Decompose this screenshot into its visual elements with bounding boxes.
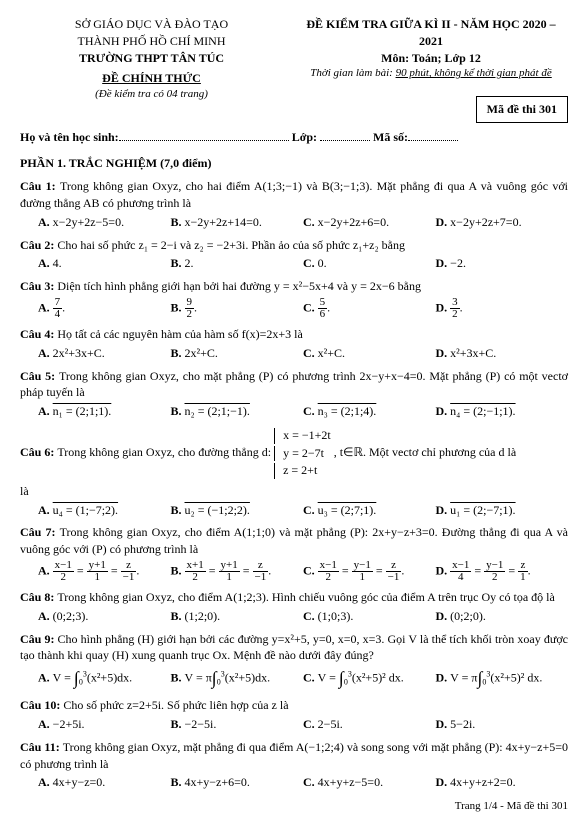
header-left: SỞ GIÁO DỤC VÀ ĐÀO TẠO THÀNH PHỐ HỒ CHÍ … bbox=[20, 16, 283, 123]
q2: Câu 2: Cho hai số phức z₁ = 2−i và z₂ = … bbox=[20, 237, 568, 254]
q3: Câu 3: Diện tích hình phẳng giới hạn bởi… bbox=[20, 278, 568, 295]
class-field bbox=[320, 140, 370, 141]
q8: Câu 8: Trong không gian Oxyz, cho điểm A… bbox=[20, 589, 568, 606]
q5-options: A. n₁ = (2;1;1). B. n₂ = (2;1;−1). C. n₃… bbox=[20, 403, 568, 420]
q10: Câu 10: Cho số phức z=2+5i. Số phức liên… bbox=[20, 697, 568, 714]
student-row: Họ và tên học sinh: Lớp: Mã số: bbox=[20, 129, 568, 146]
subject: Môn: Toán; Lớp 12 bbox=[294, 50, 568, 67]
code-box-wrap: Mã đề thi 301 bbox=[294, 92, 568, 123]
exam-code: Mã đề thi 301 bbox=[476, 96, 568, 123]
q6-options: A. u₄ = (1;−7;2). B. u₂ = (−1;2;2). C. u… bbox=[20, 502, 568, 519]
q7: Câu 7: Trong không gian Oxyz, cho điểm A… bbox=[20, 524, 568, 558]
class-label: Lớp: bbox=[292, 130, 317, 144]
pages-note: (Đề kiểm tra có 04 trang) bbox=[20, 87, 283, 102]
q1-text: Trong không gian Oxyz, cho hai điểm A(1;… bbox=[20, 179, 568, 210]
q11-options: A. 4x+y−z=0. B. 4x+y−z+6=0. C. 4x+y+z−5=… bbox=[20, 774, 568, 791]
city: THÀNH PHỐ HỒ CHÍ MINH bbox=[20, 33, 283, 50]
q7-options: A. x−12 = y+11 = z−1. B. x+12 = y+11 = z… bbox=[20, 560, 568, 583]
section-title: PHẦN 1. TRẮC NGHIỆM (7,0 điểm) bbox=[20, 155, 568, 172]
q2-options: A. 4. B. 2. C. 0. D. −2. bbox=[20, 255, 568, 272]
id-field bbox=[408, 140, 458, 141]
q9-options: A. V = ∫03(x²+5)dx. B. V = π∫03(x²+5)dx.… bbox=[20, 666, 568, 691]
q4: Câu 4: Họ tất cả các nguyên hàm của hàm … bbox=[20, 326, 568, 343]
official: ĐỀ CHÍNH THỨC bbox=[20, 70, 283, 87]
q3-options: A. 74. B. 92. C. 56. D. 32. bbox=[20, 297, 568, 320]
q4-options: A. 2x²+3x+C. B. 2x²+C. C. x²+C. D. x²+3x… bbox=[20, 345, 568, 362]
q6-cont: là bbox=[20, 483, 568, 500]
q11: Câu 11: Trong không gian Oxyz, mặt phẳng… bbox=[20, 739, 568, 773]
q9: Câu 9: Cho hình phẳng (H) giới hạn bởi c… bbox=[20, 631, 568, 665]
q8-options: A. (0;2;3). B. (1;2;0). C. (1;0;3). D. (… bbox=[20, 608, 568, 625]
header-block: SỞ GIÁO DỤC VÀ ĐÀO TẠO THÀNH PHỐ HỒ CHÍ … bbox=[20, 16, 568, 123]
student-label: Họ và tên học sinh: bbox=[20, 130, 119, 144]
time-row: Thời gian làm bài: 90 phút, không kể thờ… bbox=[294, 66, 568, 81]
q6: Câu 6: Trong không gian Oxyz, cho đường … bbox=[20, 426, 568, 481]
id-label: Mã số: bbox=[373, 130, 408, 144]
student-field bbox=[119, 140, 289, 141]
time-value: 90 phút, không kể thời gian phát đề bbox=[396, 67, 552, 79]
q1-options: A. x−2y+2z−5=0. B. x−2y+2z+14=0. C. x−2y… bbox=[20, 214, 568, 231]
time-label: Thời gian làm bài: bbox=[310, 67, 395, 79]
q10-options: A. −2+5i. B. −2−5i. C. 2−5i. D. 5−2i. bbox=[20, 716, 568, 733]
ministry: SỞ GIÁO DỤC VÀ ĐÀO TẠO bbox=[20, 16, 283, 33]
header-right: ĐỀ KIỂM TRA GIỮA KÌ II - NĂM HỌC 2020 – … bbox=[294, 16, 568, 123]
q1: Câu 1: Trong không gian Oxyz, cho hai đi… bbox=[20, 178, 568, 212]
school: TRƯỜNG THPT TÂN TÚC bbox=[20, 50, 283, 67]
q5: Câu 5: Trong không gian Oxyz, cho mặt ph… bbox=[20, 368, 568, 402]
page-footer: Trang 1/4 - Mã đề thi 301 bbox=[20, 799, 568, 814]
exam-title: ĐỀ KIỂM TRA GIỮA KÌ II - NĂM HỌC 2020 – … bbox=[294, 16, 568, 50]
q6-system: x = −1+2t y = 2−7t z = 2+t bbox=[274, 426, 331, 481]
